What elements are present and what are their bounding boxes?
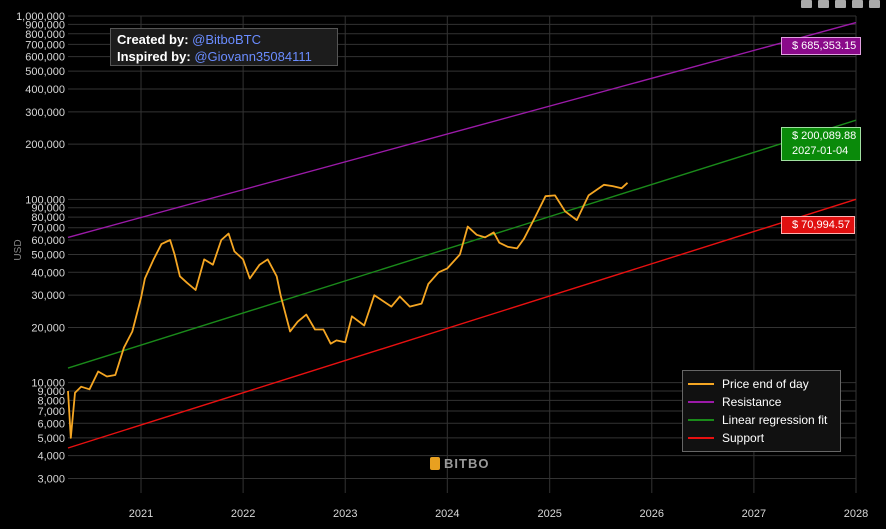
x-tick-label: 2026: [640, 508, 664, 520]
y-tick-label: 400,000: [25, 84, 65, 96]
regression-value-tag: $ 200,089.88 2027-01-04: [781, 127, 862, 161]
chart-toolbar: [801, 0, 880, 8]
x-tick-label: 2027: [742, 508, 766, 520]
legend-label-price: Price end of day: [722, 377, 809, 391]
grid-lines: [68, 15, 857, 493]
created-label: Created by:: [117, 32, 189, 47]
legend-item-regression[interactable]: Linear regression fit: [688, 411, 835, 429]
bitbo-logo-icon: [430, 457, 440, 470]
x-tick-label: 2024: [435, 508, 459, 520]
y-tick-label: 10,000: [31, 378, 65, 390]
x-tick-label: 2022: [231, 508, 255, 520]
y-tick-label: 9,000: [37, 386, 65, 398]
y-tick-label: 3,000: [37, 473, 65, 485]
x-tick-label: 2023: [333, 508, 357, 520]
y-tick-label: 1,000,000: [16, 11, 65, 23]
regression-value: $ 200,089.88: [792, 130, 857, 142]
y-tick-label: 20,000: [31, 322, 65, 334]
resistance-value-tag: $ 685,353.15: [781, 37, 862, 55]
zoom-icon[interactable]: [801, 0, 812, 8]
legend-item-support[interactable]: Support: [688, 429, 835, 447]
price-line: [67, 182, 629, 439]
y-tick-label: 700,000: [25, 39, 65, 51]
y-tick-label: 90,000: [31, 203, 65, 215]
resistance-line: [67, 21, 857, 239]
y-tick-label: 6,000: [37, 418, 65, 430]
y-tick-label: 40,000: [31, 267, 65, 279]
y-tick-label: 5,000: [37, 433, 65, 445]
credits-box: Created by: @BitboBTC Inspired by: @Giov…: [110, 28, 338, 66]
autoscale-icon[interactable]: [869, 0, 880, 8]
watermark-text: BITBO: [444, 456, 490, 471]
legend-label-support: Support: [722, 431, 765, 445]
y-axis-label: USD: [13, 239, 24, 260]
pan-icon[interactable]: [818, 0, 829, 8]
y-tick-label: 900,000: [25, 19, 65, 31]
y-tick-label: 8,000: [37, 395, 65, 407]
legend-swatch-resistance: [688, 401, 714, 403]
y-tick-label: 70,000: [31, 223, 65, 235]
zoom-out-icon[interactable]: [852, 0, 863, 8]
resistance-value: $ 685,353.15: [792, 40, 857, 52]
inspired-handle[interactable]: @Giovann35084111: [194, 49, 312, 64]
legend-item-price[interactable]: Price end of day: [688, 375, 835, 393]
legend-swatch-regression: [688, 419, 714, 421]
y-tick-label: 600,000: [25, 52, 65, 64]
y-tick-label: 80,000: [31, 212, 65, 224]
legend-label-regression: Linear regression fit: [722, 413, 828, 427]
y-tick-label: 60,000: [31, 235, 65, 247]
legend-swatch-price: [688, 383, 714, 385]
x-tick-label: 2028: [844, 508, 868, 520]
y-tick-label: 500,000: [25, 66, 65, 78]
support-value: $ 70,994.57: [792, 219, 851, 231]
legend-item-resistance[interactable]: Resistance: [688, 393, 835, 411]
x-tick-label: 2025: [537, 508, 561, 520]
y-tick-label: 800,000: [25, 29, 65, 41]
y-axis-ticks: 3,000 4,000 5,000 6,0007,0008,0009,00010,00…: [16, 11, 65, 485]
y-tick-label: 30,000: [31, 290, 65, 302]
support-line: [67, 198, 857, 449]
y-tick-label: 200,000: [25, 139, 65, 151]
legend-label-resistance: Resistance: [722, 395, 782, 409]
chart-legend: Price end of day Resistance Linear regre…: [682, 370, 841, 452]
support-value-tag: $ 70,994.57: [781, 216, 856, 234]
bitbo-watermark: BITBO: [430, 456, 489, 471]
y-tick-label: 300,000: [25, 107, 65, 119]
regression-date: 2027-01-04: [792, 145, 849, 157]
y-tick-label: 50,000: [31, 250, 65, 262]
y-tick-label: 4,000: [37, 451, 65, 463]
x-tick-label: 2021: [129, 508, 153, 520]
zoom-in-icon[interactable]: [835, 0, 846, 8]
inspired-label: Inspired by:: [117, 49, 191, 64]
series-lines: [67, 21, 857, 449]
created-handle[interactable]: @BitboBTC: [192, 32, 261, 47]
legend-swatch-support: [688, 437, 714, 439]
y-tick-label: 7,000: [37, 406, 65, 418]
y-tick-label: 100,000: [25, 194, 65, 206]
x-axis-ticks: 2021 2022 2023 2024 2025 2026 2027 2028: [129, 508, 868, 520]
